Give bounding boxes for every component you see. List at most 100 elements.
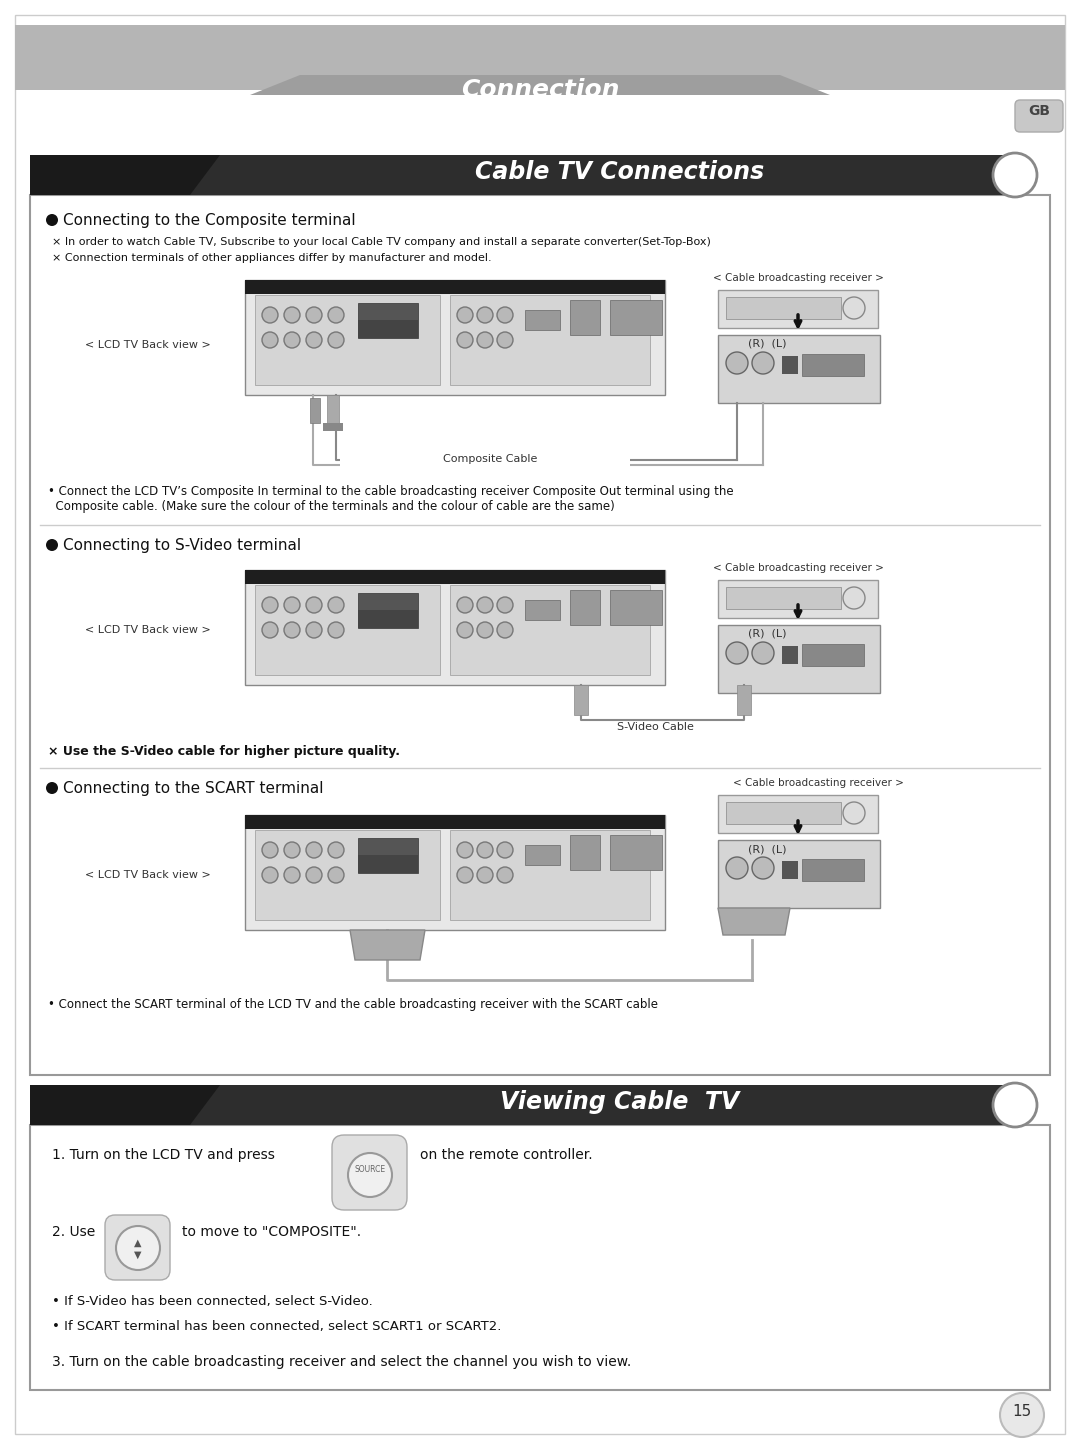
Circle shape [497, 332, 513, 348]
Bar [340, 454, 630, 471]
Bar [255, 830, 440, 920]
Text: (R)  (L): (R) (L) [748, 339, 786, 349]
Circle shape [262, 867, 278, 882]
Text: × In order to watch Cable TV, Subscribe to your local Cable TV company and insta: × In order to watch Cable TV, Subscribe … [52, 238, 711, 246]
Bar [525, 845, 561, 865]
Text: Connecting to the Composite terminal: Connecting to the Composite terminal [63, 213, 355, 227]
Bar [323, 423, 343, 430]
Circle shape [284, 842, 300, 858]
Text: Connection: Connection [461, 78, 619, 101]
Text: on the remote controller.: on the remote controller. [420, 1148, 593, 1162]
Bar [245, 280, 665, 396]
Text: • Connect the LCD TV’s Composite In terminal to the cable broadcasting receiver : • Connect the LCD TV’s Composite In term… [48, 485, 733, 498]
Bar [718, 290, 878, 327]
Circle shape [306, 332, 322, 348]
Circle shape [477, 307, 492, 323]
Circle shape [497, 307, 513, 323]
FancyBboxPatch shape [1015, 100, 1063, 132]
Text: < LCD TV Back view >: < LCD TV Back view > [85, 869, 211, 880]
Text: Composite cable. (Make sure the colour of the terminals and the colour of cable : Composite cable. (Make sure the colour o… [48, 500, 615, 513]
Text: < Cable broadcasting receiver >: < Cable broadcasting receiver > [713, 564, 883, 572]
Circle shape [477, 867, 492, 882]
Bar [570, 835, 600, 869]
Text: GB: GB [1028, 104, 1050, 117]
Circle shape [284, 597, 300, 613]
Circle shape [46, 539, 58, 551]
Polygon shape [30, 155, 220, 196]
Bar [245, 569, 665, 584]
Text: • If SCART terminal has been connected, select SCART1 or SCART2.: • If SCART terminal has been connected, … [52, 1320, 501, 1333]
Bar [357, 303, 418, 338]
Polygon shape [30, 1085, 220, 1124]
Circle shape [843, 587, 865, 609]
Text: (R)  (L): (R) (L) [748, 629, 786, 639]
Circle shape [752, 352, 774, 374]
Bar [310, 398, 320, 423]
Circle shape [284, 867, 300, 882]
Circle shape [1000, 1392, 1044, 1437]
Circle shape [457, 307, 473, 323]
Text: S-Video Cable: S-Video Cable [617, 722, 693, 732]
Circle shape [477, 842, 492, 858]
Text: Viewing Cable  TV: Viewing Cable TV [500, 1090, 740, 1114]
Text: to move to "COMPOSITE".: to move to "COMPOSITE". [183, 1224, 361, 1239]
Circle shape [284, 307, 300, 323]
Text: × Use the S-Video cable for higher picture quality.: × Use the S-Video cable for higher pictu… [48, 745, 400, 758]
Bar [30, 196, 1050, 1075]
Circle shape [457, 842, 473, 858]
Circle shape [328, 597, 345, 613]
Polygon shape [350, 930, 426, 961]
Bar [718, 625, 880, 693]
Circle shape [457, 867, 473, 882]
Circle shape [457, 597, 473, 613]
Bar [255, 585, 440, 675]
Bar [718, 335, 880, 403]
Bar [726, 297, 841, 319]
Text: 1. Turn on the LCD TV and press: 1. Turn on the LCD TV and press [52, 1148, 275, 1162]
Circle shape [116, 1226, 160, 1269]
Circle shape [457, 332, 473, 348]
Polygon shape [718, 909, 789, 935]
Text: 3. Turn on the cable broadcasting receiver and select the channel you wish to vi: 3. Turn on the cable broadcasting receiv… [52, 1355, 631, 1369]
Circle shape [306, 867, 322, 882]
Bar [718, 580, 878, 619]
Text: < LCD TV Back view >: < LCD TV Back view > [85, 625, 211, 635]
Bar [802, 643, 864, 667]
Circle shape [262, 307, 278, 323]
Bar [357, 838, 418, 872]
Text: 15: 15 [1012, 1404, 1031, 1419]
Text: • Connect the SCART terminal of the LCD TV and the cable broadcasting receiver w: • Connect the SCART terminal of the LCD … [48, 998, 658, 1011]
Circle shape [348, 1153, 392, 1197]
Circle shape [497, 597, 513, 613]
Bar [450, 296, 650, 385]
Circle shape [306, 307, 322, 323]
Bar [255, 296, 440, 385]
Circle shape [46, 214, 58, 226]
Bar [245, 814, 665, 829]
Bar [726, 587, 841, 609]
Text: × Connection terminals of other appliances differ by manufacturer and model.: × Connection terminals of other applianc… [52, 254, 491, 264]
Bar [570, 300, 600, 335]
Bar [30, 155, 1015, 196]
Bar [30, 1124, 1050, 1390]
Circle shape [726, 352, 748, 374]
Bar [525, 600, 561, 620]
Bar [782, 356, 798, 374]
Text: Connecting to the SCART terminal: Connecting to the SCART terminal [63, 781, 324, 796]
Text: (R)  (L): (R) (L) [748, 843, 786, 853]
Bar [610, 835, 662, 869]
Circle shape [752, 642, 774, 664]
Circle shape [993, 1082, 1037, 1127]
Circle shape [726, 856, 748, 880]
Bar [357, 610, 418, 627]
Circle shape [328, 332, 345, 348]
Circle shape [477, 622, 492, 638]
Bar [802, 859, 864, 881]
Circle shape [262, 332, 278, 348]
Bar [802, 354, 864, 375]
Text: SOURCE: SOURCE [354, 1165, 386, 1174]
Bar [15, 25, 1065, 90]
Text: Composite Cable: Composite Cable [443, 454, 537, 464]
Bar [245, 280, 665, 294]
FancyBboxPatch shape [105, 1216, 170, 1279]
